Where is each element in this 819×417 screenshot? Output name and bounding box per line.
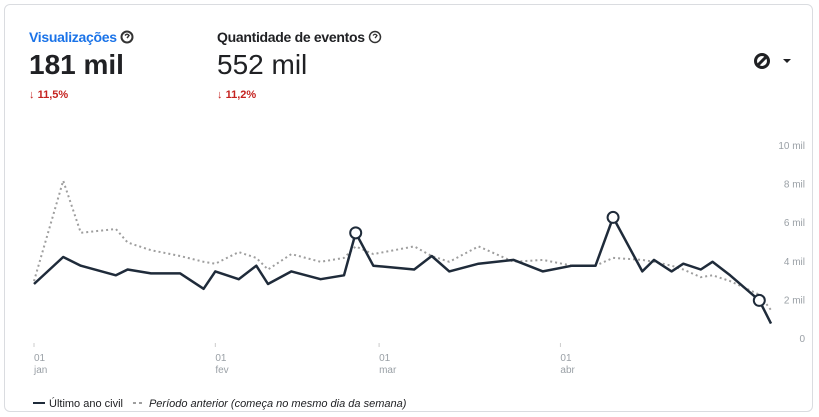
y-tick-label: 10 mil [778,141,805,152]
series-line [33,216,773,325]
y-tick-label: 2 mil [784,295,805,306]
anomaly-marker [606,210,620,224]
x-tick-label: 01 [215,353,227,364]
metric-value: 552 mil [217,49,308,80]
compare-menu[interactable] [753,49,803,73]
x-tick-label: 01 [560,353,572,364]
metric-events[interactable]: Quantidade de eventos 552 mil ↓ 11,2% [217,29,382,101]
x-tick-sublabel: mar [379,365,397,376]
y-tick-label: 4 mil [784,257,805,268]
change-text: 11,5% [37,89,69,101]
y-tick-label: 0 [799,334,805,345]
anomaly-marker [349,226,363,240]
y-tick-label: 8 mil [784,180,805,191]
anomaly-marker [752,293,766,307]
legend-label: Último ano civil [49,397,123,410]
metric-label: Quantidade de eventos [217,29,365,45]
metric-views[interactable]: Visualizações 181 mil ↓ 11,5% [29,29,134,101]
x-tick-label: 01 [34,353,46,364]
x-tick-sublabel: jan [33,365,47,376]
legend-label: Período anterior (começa no mesmo dia da… [149,398,407,410]
change-text: 11,2% [225,89,257,101]
x-tick-sublabel: fev [215,365,228,376]
card: Visualizações 181 mil ↓ 11,5% Quantidade… [4,4,813,412]
metric-value: 181 mil [29,49,124,80]
x-tick-label: 01 [379,353,391,364]
help-icon[interactable] [120,30,134,44]
y-tick-label: 6 mil [784,218,805,229]
metric-change: ↓ 11,5% [29,89,69,101]
series-line [33,179,772,311]
metric-change: ↓ 11,2% [217,89,257,101]
help-icon[interactable] [368,30,382,44]
x-tick-sublabel: abr [560,365,575,376]
metric-label: Visualizações [29,29,117,45]
